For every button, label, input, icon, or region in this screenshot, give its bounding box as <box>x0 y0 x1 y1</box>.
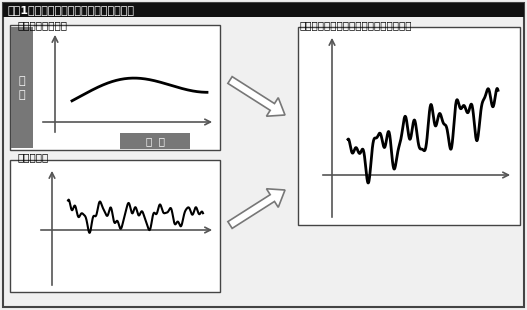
Text: ノイズ成分: ノイズ成分 <box>18 152 49 162</box>
Text: 【図1】センサの測定信号とノイズの関係: 【図1】センサの測定信号とノイズの関係 <box>8 5 135 15</box>
FancyBboxPatch shape <box>10 160 220 292</box>
Text: センサの信号成分: センサの信号成分 <box>18 20 68 30</box>
FancyBboxPatch shape <box>298 27 520 225</box>
Text: 合成された計測信号＝センサの測定信号: 合成された計測信号＝センサの測定信号 <box>300 20 413 30</box>
Text: 出
力: 出 力 <box>18 76 25 100</box>
Text: 時  間: 時 間 <box>145 136 164 146</box>
FancyBboxPatch shape <box>11 27 33 148</box>
FancyBboxPatch shape <box>120 133 190 149</box>
FancyBboxPatch shape <box>3 3 524 17</box>
FancyBboxPatch shape <box>3 3 524 307</box>
Polygon shape <box>228 77 285 116</box>
Polygon shape <box>228 189 285 228</box>
FancyBboxPatch shape <box>10 25 220 150</box>
